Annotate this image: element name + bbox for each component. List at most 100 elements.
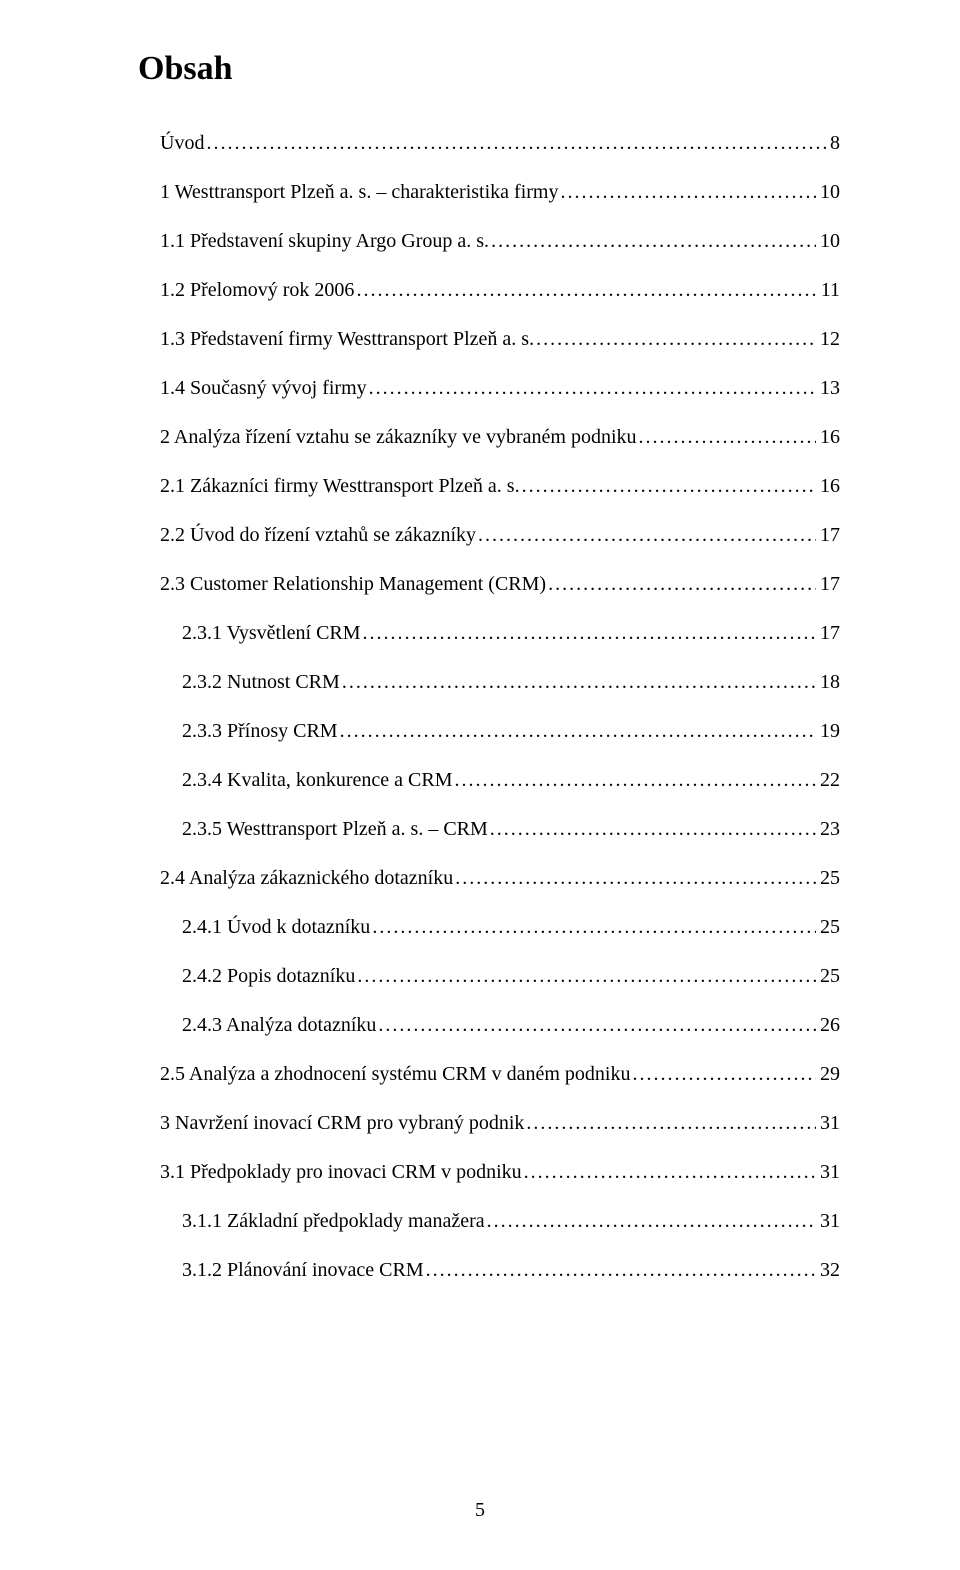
toc-entry: 2.5 Analýza a zhodnocení systému CRM v d… (138, 1063, 840, 1086)
table-of-contents: Úvod 8 1 Westtransport Plzeň a. s. – chara… (138, 132, 840, 1282)
toc-dot-leader (637, 426, 817, 449)
toc-entry-page: 10 (816, 230, 840, 253)
toc-dot-leader (340, 671, 816, 694)
toc-dot-leader (338, 720, 816, 743)
toc-entry-page: 25 (816, 965, 840, 988)
toc-entry-label: 2.3.1 Vysvětlení CRM (182, 622, 361, 645)
toc-entry-page: 12 (816, 328, 840, 351)
toc-entry-page: 22 (816, 769, 840, 792)
toc-entry-label: 1.1 Představení skupiny Argo Group a. s. (160, 230, 489, 253)
toc-dot-leader (361, 622, 816, 645)
toc-entry: 2.3.4 Kvalita, konkurence a CRM 22 (138, 769, 840, 792)
toc-entry: 2.3.2 Nutnost CRM 18 (138, 671, 840, 694)
toc-dot-leader (476, 524, 816, 547)
toc-dot-leader (370, 916, 816, 939)
toc-dot-leader (489, 230, 816, 253)
toc-entry: 1.1 Představení skupiny Argo Group a. s.… (138, 230, 840, 253)
toc-dot-leader (534, 328, 816, 351)
toc-entry-page: 31 (816, 1210, 840, 1233)
toc-entry: 2 Analýza řízení vztahu se zákazníky ve … (138, 426, 840, 449)
toc-entry-label: 1.2 Přelomový rok 2006 (160, 279, 354, 302)
toc-entry: 2.3.1 Vysvětlení CRM 17 (138, 622, 840, 645)
page-title: Obsah (138, 50, 840, 88)
toc-entry-page: 17 (816, 622, 840, 645)
toc-entry-page: 29 (816, 1063, 840, 1086)
toc-entry-page: 26 (816, 1014, 840, 1037)
toc-entry-label: 2.3.4 Kvalita, konkurence a CRM (182, 769, 453, 792)
toc-entry-page: 17 (816, 524, 840, 547)
toc-entry-label: 2.3 Customer Relationship Management (CR… (160, 573, 546, 596)
toc-entry-label: 2.4.2 Popis dotazníku (182, 965, 355, 988)
toc-entry-page: 31 (816, 1161, 840, 1184)
toc-entry: 1.2 Přelomový rok 2006 11 (138, 279, 840, 302)
document-page: Obsah Úvod 8 1 Westtransport Plzeň a. s. –… (0, 0, 960, 1570)
toc-entry: 2.4.2 Popis dotazníku 25 (138, 965, 840, 988)
toc-dot-leader (524, 1112, 816, 1135)
toc-entry-page: 18 (816, 671, 840, 694)
toc-entry-label: Úvod (160, 132, 204, 155)
toc-dot-leader (424, 1259, 816, 1282)
toc-entry-label: 2.4.3 Analýza dotazníku (182, 1014, 376, 1037)
toc-entry-page: 13 (816, 377, 840, 400)
toc-entry: 3.1 Předpoklady pro inovaci CRM v podnik… (138, 1161, 840, 1184)
toc-entry: 3.1.2 Plánování inovace CRM 32 (138, 1259, 840, 1282)
toc-dot-leader (376, 1014, 816, 1037)
toc-entry-label: 1 Westtransport Plzeň a. s. – charakteri… (160, 181, 558, 204)
toc-dot-leader (630, 1063, 816, 1086)
toc-entry-page: 16 (816, 475, 840, 498)
toc-dot-leader (522, 1161, 816, 1184)
toc-entry: 1 Westtransport Plzeň a. s. – charakteri… (138, 181, 840, 204)
toc-dot-leader (453, 867, 816, 890)
toc-entry-page: 23 (816, 818, 840, 841)
toc-dot-leader (485, 1210, 816, 1233)
toc-entry: 2.1 Zákazníci firmy Westtransport Plzeň … (138, 475, 840, 498)
toc-entry-page: 25 (816, 916, 840, 939)
toc-entry-page: 32 (816, 1259, 840, 1282)
toc-entry: 2.3 Customer Relationship Management (CR… (138, 573, 840, 596)
toc-entry-label: 2.4 Analýza zákaznického dotazníku (160, 867, 453, 890)
toc-entry-label: 2.1 Zákazníci firmy Westtransport Plzeň … (160, 475, 520, 498)
toc-entry-label: 2.3.2 Nutnost CRM (182, 671, 340, 694)
toc-entry: 1.4 Současný vývoj firmy 13 (138, 377, 840, 400)
toc-entry-label: 3 Navržení inovací CRM pro vybraný podni… (160, 1112, 524, 1135)
toc-entry-label: 2.4.1 Úvod k dotazníku (182, 916, 370, 939)
toc-entry: 2.2 Úvod do řízení vztahů se zákazníky 17 (138, 524, 840, 547)
toc-dot-leader (204, 132, 826, 155)
toc-dot-leader (520, 475, 816, 498)
toc-entry-label: 1.3 Představení firmy Westtransport Plze… (160, 328, 534, 351)
toc-entry: 2.4 Analýza zákaznického dotazníku 25 (138, 867, 840, 890)
toc-dot-leader (453, 769, 817, 792)
toc-entry-page: 25 (816, 867, 840, 890)
toc-entry: 3.1.1 Základní předpoklady manažera 31 (138, 1210, 840, 1233)
toc-dot-leader (546, 573, 816, 596)
toc-entry: 2.3.5 Westtransport Plzeň a. s. – CRM 23 (138, 818, 840, 841)
toc-entry-label: 2.3.5 Westtransport Plzeň a. s. – CRM (182, 818, 488, 841)
toc-entry: 2.4.1 Úvod k dotazníku 25 (138, 916, 840, 939)
toc-dot-leader (488, 818, 816, 841)
toc-dot-leader (355, 965, 816, 988)
toc-entry: 1.3 Představení firmy Westtransport Plze… (138, 328, 840, 351)
toc-entry: 2.4.3 Analýza dotazníku 26 (138, 1014, 840, 1037)
toc-entry: 2.3.3 Přínosy CRM 19 (138, 720, 840, 743)
page-number: 5 (0, 1499, 960, 1522)
toc-entry-label: 3.1.1 Základní předpoklady manažera (182, 1210, 485, 1233)
toc-dot-leader (367, 377, 816, 400)
toc-entry-label: 2.2 Úvod do řízení vztahů se zákazníky (160, 524, 476, 547)
toc-entry: 3 Navržení inovací CRM pro vybraný podni… (138, 1112, 840, 1135)
toc-entry-page: 31 (816, 1112, 840, 1135)
toc-entry-page: 11 (817, 279, 840, 302)
toc-entry-label: 2.5 Analýza a zhodnocení systému CRM v d… (160, 1063, 630, 1086)
toc-entry-page: 10 (816, 181, 840, 204)
toc-dot-leader (354, 279, 816, 302)
toc-entry-label: 2.3.3 Přínosy CRM (182, 720, 338, 743)
toc-entry: Úvod 8 (138, 132, 840, 155)
toc-entry-label: 2 Analýza řízení vztahu se zákazníky ve … (160, 426, 637, 449)
toc-entry-page: 16 (816, 426, 840, 449)
toc-entry-label: 1.4 Současný vývoj firmy (160, 377, 367, 400)
toc-entry-label: 3.1 Předpoklady pro inovaci CRM v podnik… (160, 1161, 522, 1184)
toc-entry-label: 3.1.2 Plánování inovace CRM (182, 1259, 424, 1282)
toc-entry-page: 19 (816, 720, 840, 743)
toc-entry-page: 17 (816, 573, 840, 596)
toc-entry-page: 8 (826, 132, 840, 155)
toc-dot-leader (558, 181, 816, 204)
